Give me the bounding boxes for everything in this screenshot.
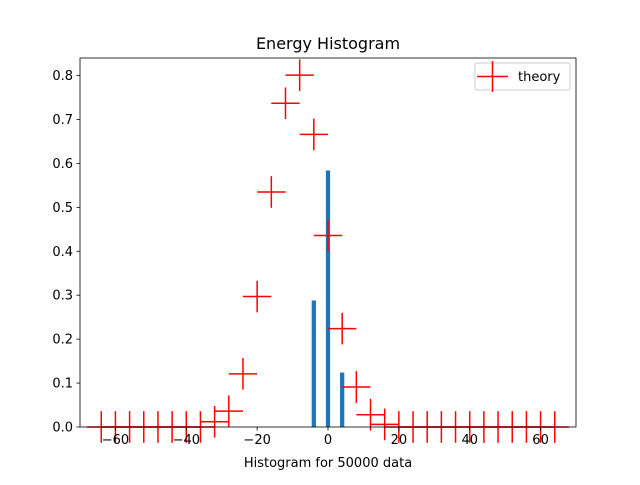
legend-box: [474, 62, 571, 91]
x-tick-label: −40: [173, 433, 200, 448]
y-tick-label: 0.4: [52, 245, 73, 260]
theory-point: [228, 358, 258, 390]
legend-theory-marker-icon: [477, 61, 508, 92]
y-tick-label: 0.1: [52, 377, 73, 392]
x-tick-label: −20: [243, 433, 270, 448]
y-tick-label: 0.3: [52, 289, 73, 304]
theory-point: [370, 408, 399, 441]
y-tick-label: 0.0: [52, 421, 73, 436]
x-axis-label: Histogram for 50000 data: [244, 456, 412, 471]
axis-ticks: −60 −40 −20 0 20 40 60 0.0 0.1 0.2 0.3 0.4 0.5 0.6 0.7…: [52, 69, 549, 448]
theory-point: [257, 176, 286, 208]
theory-point: [214, 395, 243, 427]
histogram-bar: [340, 372, 345, 427]
histogram-bar: [311, 300, 316, 427]
x-tick-label: 60: [532, 433, 549, 448]
y-tick-label: 0.6: [52, 157, 73, 172]
theory-point: [342, 371, 371, 403]
axes-frame: [79, 57, 577, 428]
y-tick-label: 0.2: [52, 333, 73, 348]
histogram-bar: [325, 170, 331, 427]
theory-point: [356, 398, 385, 431]
chart-title: Energy Histogram: [256, 34, 400, 53]
theory-point: [271, 87, 300, 120]
theory-point: [299, 118, 328, 151]
theory-point: [328, 312, 357, 345]
x-tick-label: 0: [324, 433, 332, 448]
theory-point: [242, 280, 272, 313]
legend-theory-label: theory: [518, 70, 561, 85]
y-tick-label: 0.5: [52, 201, 73, 216]
theory-point: [313, 219, 343, 252]
x-tick-label: 40: [461, 433, 478, 448]
y-tick-label: 0.7: [52, 113, 73, 128]
legend: theory: [474, 61, 571, 92]
theory-point: [285, 59, 314, 91]
x-tick-label: 20: [391, 433, 408, 448]
y-tick-label: 0.8: [52, 69, 73, 84]
x-tick-label: −60: [102, 433, 129, 448]
